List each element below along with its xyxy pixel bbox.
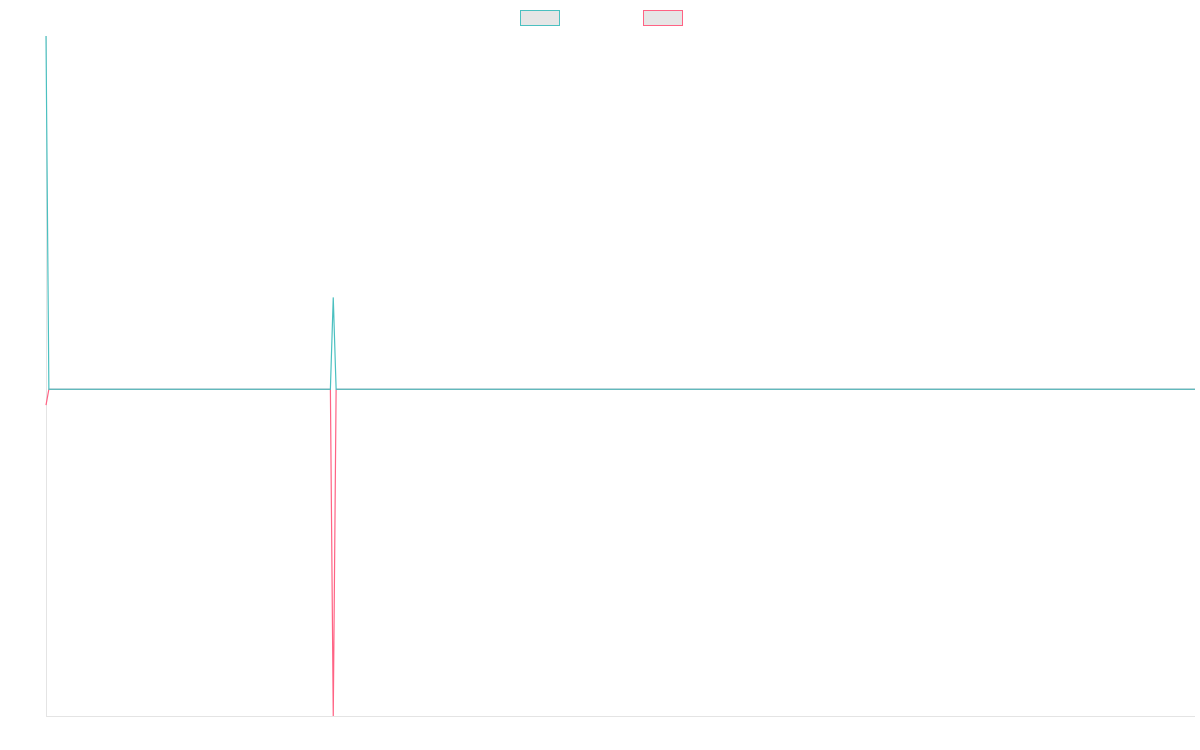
legend-swatch [643,10,683,26]
legend-swatch [520,10,560,26]
line-series [45,35,1195,390]
line-series [45,388,1195,717]
